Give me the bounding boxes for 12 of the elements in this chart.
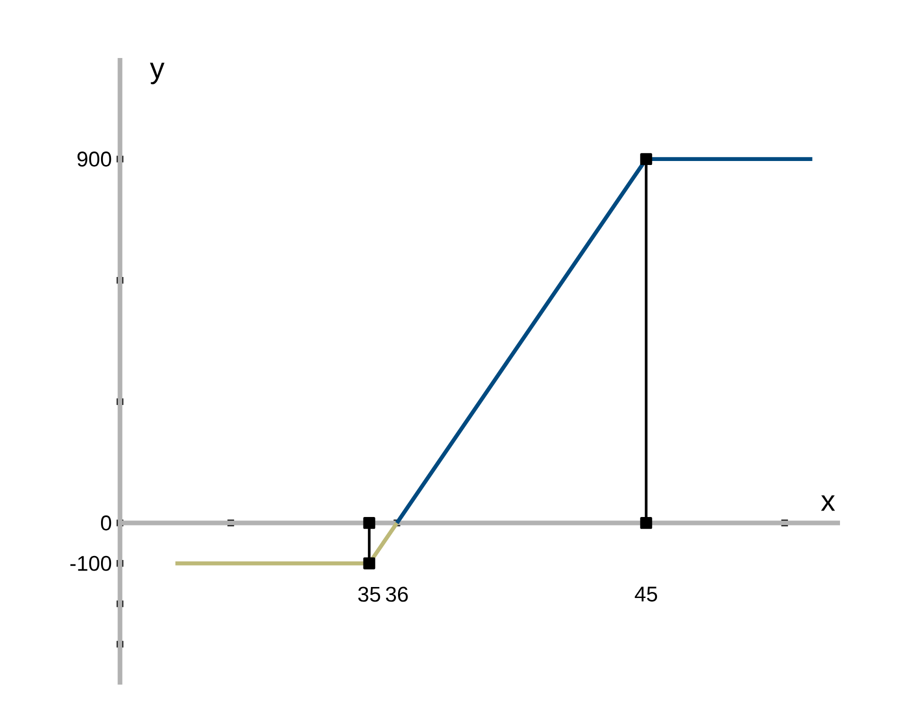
x-tick-label: 35 <box>358 586 380 602</box>
point <box>363 516 376 529</box>
x-axis-title: x <box>821 495 835 511</box>
point <box>363 557 376 570</box>
y-tick-label: 900 <box>78 152 112 167</box>
y-axis-title: y <box>150 62 164 84</box>
point <box>640 153 652 166</box>
y-tick-label: -100 <box>70 556 112 571</box>
point <box>640 516 652 529</box>
x-tick-label: 45 <box>634 586 658 602</box>
x-tick-label: 36 <box>386 586 408 602</box>
y-tick-label: 0 <box>101 515 112 530</box>
